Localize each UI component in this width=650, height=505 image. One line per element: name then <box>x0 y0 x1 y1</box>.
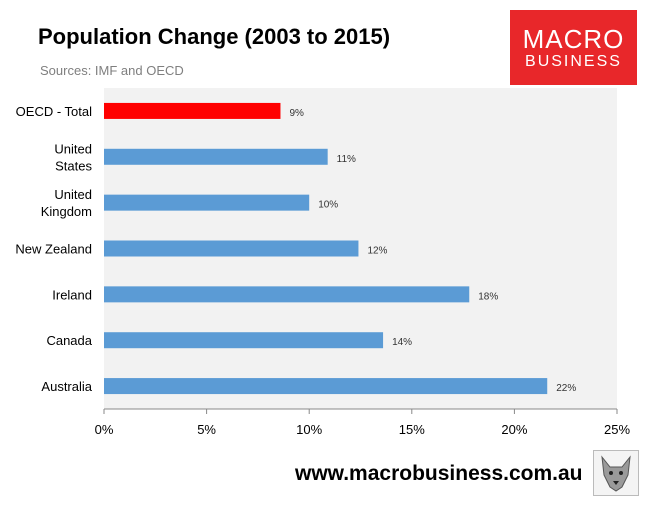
data-label: 12% <box>367 246 387 257</box>
wolf-mascot-image <box>593 450 639 496</box>
logo-line-2: BUSINESS <box>525 52 622 70</box>
bar <box>104 286 470 303</box>
data-label: 11% <box>337 154 356 165</box>
x-tick-label: 25% <box>604 422 630 437</box>
bar <box>104 148 328 165</box>
bar <box>104 240 359 257</box>
x-tick-label: 20% <box>501 422 527 437</box>
category-label: United <box>54 187 92 202</box>
category-label: Australia <box>41 379 92 394</box>
bar <box>104 102 281 119</box>
category-label: Kingdom <box>41 204 92 219</box>
bar <box>104 332 384 349</box>
bar <box>104 378 548 395</box>
data-label: 10% <box>318 200 338 211</box>
category-label: United <box>54 141 92 156</box>
data-label: 18% <box>478 291 498 302</box>
logo-line-1: MACRO <box>522 23 625 54</box>
x-tick-label: 0% <box>95 422 114 437</box>
category-label: States <box>55 158 92 173</box>
chart-subtitle: Sources: IMF and OECD <box>40 63 184 78</box>
x-tick-label: 5% <box>197 422 216 437</box>
category-label: OECD - Total <box>16 104 92 119</box>
category-label: Ireland <box>52 287 92 302</box>
data-label: 14% <box>392 337 412 348</box>
macrobusiness-logo: MACRO BUSINESS <box>510 10 637 85</box>
bar <box>104 194 310 211</box>
data-label: 22% <box>556 383 576 394</box>
x-tick-label: 10% <box>296 422 322 437</box>
category-label: New Zealand <box>15 242 92 257</box>
x-tick-label: 15% <box>399 422 425 437</box>
data-label: 9% <box>289 108 304 119</box>
footer-url: www.macrobusiness.com.au <box>295 462 583 485</box>
category-label: Canada <box>46 333 92 348</box>
chart-title: Population Change (2003 to 2015) <box>38 24 391 49</box>
